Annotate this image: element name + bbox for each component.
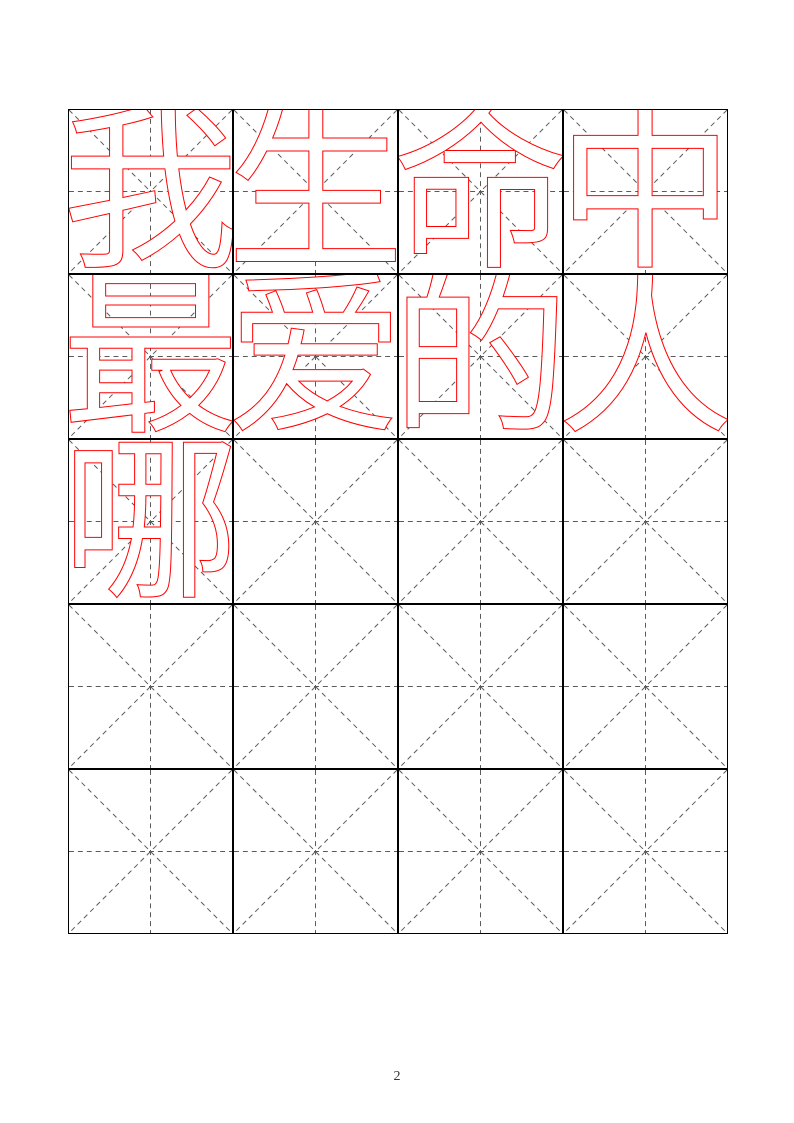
grid-cell [398,604,563,769]
grid-cell: 人 [563,274,728,439]
grid-cell: 中 [563,109,728,274]
cell-guides [69,770,232,933]
grid-cell [563,439,728,604]
practice-character: 生 [233,109,398,274]
cell-guides [234,770,397,933]
grid-cell [233,604,398,769]
grid-cell: 的 [398,274,563,439]
practice-grid: 我生命中最爱的人哪 [68,109,728,934]
cell-guides [399,770,562,933]
practice-character: 人 [563,274,728,439]
cell-guides [69,605,232,768]
grid-cell [233,769,398,934]
grid-cell [563,604,728,769]
practice-character: 命 [398,109,563,274]
practice-character: 的 [398,274,563,439]
cell-guides [234,440,397,603]
practice-character: 哪 [68,439,233,604]
cell-guides [234,605,397,768]
cell-guides [564,605,727,768]
grid-cell: 哪 [68,439,233,604]
grid-cell [68,769,233,934]
grid-cell: 爱 [233,274,398,439]
grid-cell: 生 [233,109,398,274]
grid-cell: 命 [398,109,563,274]
grid-cell: 最 [68,274,233,439]
practice-character: 我 [68,109,233,274]
grid-cell [398,439,563,604]
practice-character: 爱 [233,274,398,439]
grid-cell [68,604,233,769]
grid-cell: 我 [68,109,233,274]
practice-character: 中 [563,109,728,274]
cell-guides [399,605,562,768]
page-number: 2 [394,1069,401,1085]
grid-cell [233,439,398,604]
grid-cell [398,769,563,934]
grid-cell [563,769,728,934]
practice-character: 最 [68,274,233,439]
cell-guides [399,440,562,603]
cell-guides [564,770,727,933]
cell-guides [564,440,727,603]
